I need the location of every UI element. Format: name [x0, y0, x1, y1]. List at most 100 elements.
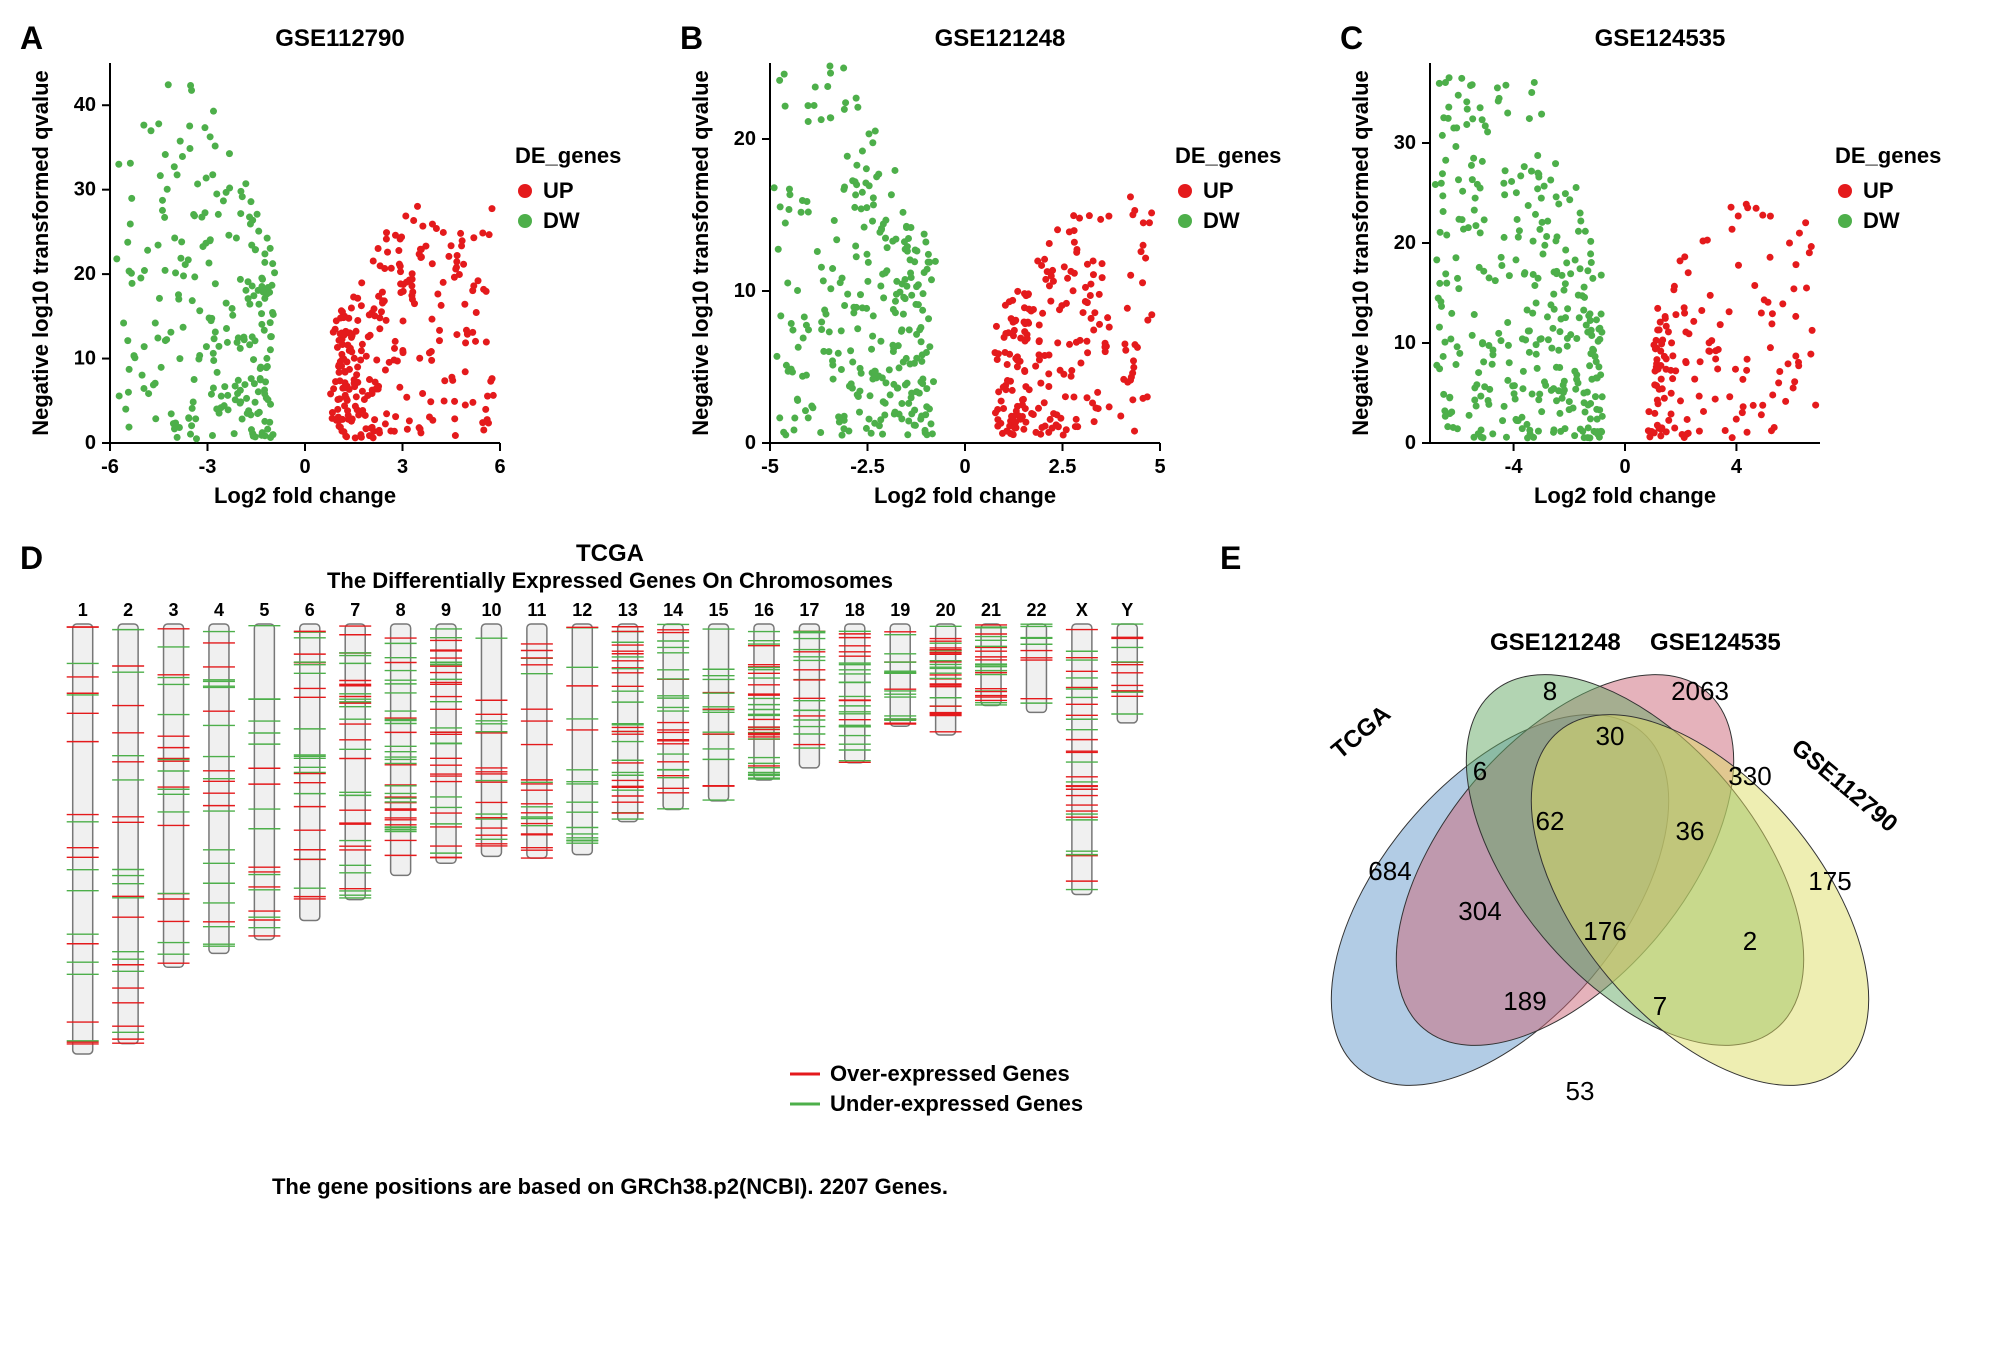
svg-text:19: 19 — [890, 600, 910, 620]
svg-text:DE_genes: DE_genes — [515, 143, 621, 168]
panel-c-label: C — [1340, 20, 1363, 57]
svg-text:Negative log10 transformed qva: Negative log10 transformed qvalue — [28, 70, 53, 436]
svg-text:5: 5 — [1154, 456, 1165, 478]
venn-diagram: TCGAGSE121248GSE124535GSE112790684820631… — [1220, 540, 1980, 1220]
panel-d-label: D — [20, 540, 43, 577]
svg-text:11: 11 — [527, 600, 546, 620]
svg-text:30: 30 — [1596, 721, 1625, 751]
svg-text:-3: -3 — [199, 456, 217, 478]
panel-b: B GSE121248 -5 -2.5 0 2.5 5 0 10 20 Log2 fold ch… — [680, 20, 1320, 520]
svg-text:2: 2 — [123, 600, 133, 620]
svg-text:Negative log10 transformed qva: Negative log10 transformed qvalue — [688, 70, 713, 436]
svg-text:176: 176 — [1583, 916, 1626, 946]
svg-text:18: 18 — [845, 600, 865, 620]
panel-a-label: A — [20, 20, 43, 57]
svg-text:0: 0 — [745, 432, 756, 454]
svg-text:Log2 fold change: Log2 fold change — [874, 483, 1056, 508]
svg-text:53: 53 — [1566, 1076, 1595, 1106]
panel-d-footer: The gene positions are based on GRCh38.p… — [20, 1174, 1200, 1200]
svg-text:36: 36 — [1676, 816, 1705, 846]
svg-text:3: 3 — [397, 456, 408, 478]
svg-text:21: 21 — [981, 600, 1001, 620]
svg-text:9: 9 — [441, 600, 451, 620]
svg-text:GSE112790: GSE112790 — [1786, 734, 1903, 838]
bottom-row: D TCGA The Differentially Expressed Gene… — [20, 540, 1980, 1260]
svg-text:GSE124535: GSE124535 — [1650, 629, 1781, 656]
svg-text:20: 20 — [74, 263, 96, 285]
svg-text:Under-expressed Genes: Under-expressed Genes — [830, 1091, 1083, 1116]
svg-text:0: 0 — [85, 432, 96, 454]
svg-text:7: 7 — [1653, 991, 1667, 1021]
svg-text:4: 4 — [1731, 456, 1743, 478]
figure-grid: A GSE112790 -6-3036010203040Log2 fold ch… — [20, 20, 1972, 1260]
svg-text:40: 40 — [74, 94, 96, 116]
svg-text:6: 6 — [305, 600, 315, 620]
svg-text:330: 330 — [1728, 761, 1771, 791]
svg-text:4: 4 — [214, 600, 224, 620]
svg-text:175: 175 — [1808, 866, 1851, 896]
svg-text:0: 0 — [959, 456, 970, 478]
svg-text:UP: UP — [543, 178, 574, 203]
svg-text:-5: -5 — [761, 456, 779, 478]
svg-text:Over-expressed Genes: Over-expressed Genes — [830, 1061, 1070, 1086]
svg-text:0: 0 — [1619, 456, 1630, 478]
svg-text:20: 20 — [936, 600, 956, 620]
svg-text:2063: 2063 — [1671, 676, 1729, 706]
svg-text:20: 20 — [734, 128, 756, 150]
svg-text:DW: DW — [1863, 208, 1900, 233]
svg-text:UP: UP — [1203, 178, 1234, 203]
svg-text:1: 1 — [78, 600, 88, 620]
panel-a-title: GSE112790 — [20, 25, 660, 53]
panel-c-title: GSE124535 — [1340, 25, 1980, 53]
svg-text:8: 8 — [1543, 676, 1557, 706]
svg-text:6: 6 — [494, 456, 505, 478]
panel-d: D TCGA The Differentially Expressed Gene… — [20, 540, 1200, 1260]
svg-text:GSE121248: GSE121248 — [1490, 629, 1621, 656]
svg-text:22: 22 — [1026, 600, 1046, 620]
svg-text:0: 0 — [299, 456, 310, 478]
svg-text:DW: DW — [1203, 208, 1240, 233]
svg-text:Y: Y — [1121, 600, 1133, 620]
svg-text:Log2 fold change: Log2 fold change — [1534, 483, 1716, 508]
panel-d-title: TCGA — [20, 540, 1200, 568]
svg-text:5: 5 — [259, 600, 269, 620]
svg-text:UP: UP — [1863, 178, 1894, 203]
svg-text:10: 10 — [481, 600, 501, 620]
panel-b-label: B — [680, 20, 703, 57]
svg-text:6: 6 — [1473, 756, 1487, 786]
svg-text:13: 13 — [618, 600, 638, 620]
svg-text:-2.5: -2.5 — [850, 456, 884, 478]
volcano-plot-a: -6-3036010203040Log2 fold changeNegative… — [20, 53, 660, 513]
panel-d-subtitle: The Differentially Expressed Genes On Ch… — [20, 568, 1200, 594]
panel-c: C GSE124535 -4040102030Log2 fold changeN… — [1340, 20, 1980, 520]
chromosome-plot: 12345678910111213141516171819202122XYOve… — [20, 594, 1170, 1174]
volcano-plot-c: -4040102030Log2 fold changeNegative log1… — [1340, 53, 1980, 513]
svg-text:-6: -6 — [101, 456, 119, 478]
svg-text:10: 10 — [74, 348, 96, 370]
svg-text:Log2 fold change: Log2 fold change — [214, 483, 396, 508]
svg-text:7: 7 — [350, 600, 360, 620]
panel-e-label: E — [1220, 540, 1241, 577]
panel-b-title: GSE121248 — [680, 25, 1320, 53]
svg-text:189: 189 — [1503, 986, 1546, 1016]
svg-text:304: 304 — [1458, 896, 1501, 926]
panel-e: E TCGAGSE121248GSE124535GSE1127906848206… — [1220, 540, 1980, 1260]
svg-text:2: 2 — [1743, 926, 1757, 956]
svg-text:DW: DW — [543, 208, 580, 233]
svg-text:TCGA: TCGA — [1327, 700, 1396, 764]
svg-text:30: 30 — [1394, 132, 1416, 154]
svg-text:Negative log10 transformed qva: Negative log10 transformed qvalue — [1348, 70, 1373, 436]
svg-text:DE_genes: DE_genes — [1175, 143, 1281, 168]
svg-text:12: 12 — [572, 600, 592, 620]
svg-text:15: 15 — [709, 600, 729, 620]
svg-text:20: 20 — [1394, 232, 1416, 254]
svg-text:2.5: 2.5 — [1049, 456, 1077, 478]
svg-text:-4: -4 — [1505, 456, 1524, 478]
svg-text:X: X — [1076, 600, 1088, 620]
svg-text:14: 14 — [663, 600, 683, 620]
panel-a: A GSE112790 -6-3036010203040Log2 fold ch… — [20, 20, 660, 520]
svg-text:DE_genes: DE_genes — [1835, 143, 1941, 168]
svg-text:16: 16 — [754, 600, 774, 620]
svg-text:17: 17 — [799, 600, 819, 620]
svg-text:10: 10 — [734, 280, 756, 302]
